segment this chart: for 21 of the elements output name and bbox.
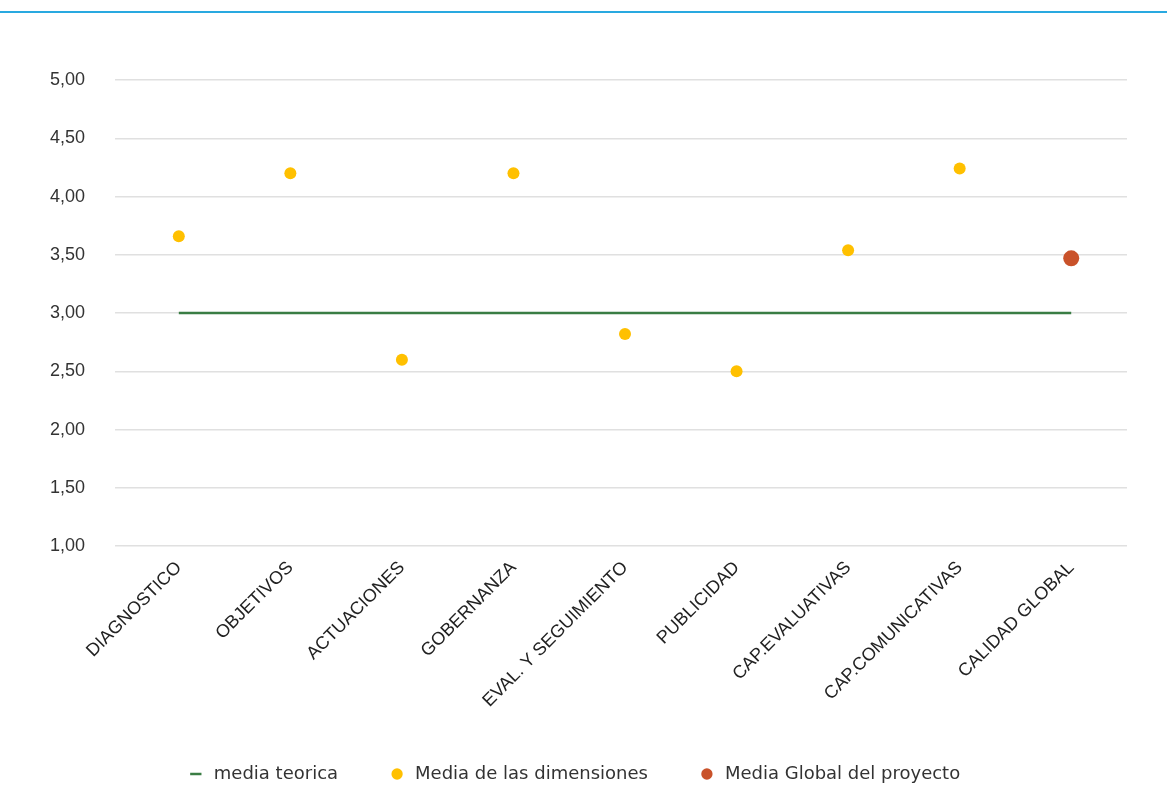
point — [953, 162, 966, 175]
point — [730, 365, 743, 378]
legend-label: Media Global del proyecto — [724, 761, 961, 783]
point — [1063, 250, 1080, 267]
y-tick-label: 5,00 — [49, 68, 86, 89]
point — [619, 328, 632, 341]
y-tick-label: 4,00 — [49, 185, 86, 206]
y-tick-label: 2,50 — [49, 360, 86, 381]
point — [284, 167, 297, 180]
y-tick-label: 3,50 — [49, 243, 86, 264]
y-tick-label: 2,00 — [49, 418, 86, 439]
legend-label: media teorica — [213, 761, 339, 783]
y-tick-label: 1,50 — [49, 476, 86, 497]
y-tick-label: 4,50 — [49, 127, 86, 148]
point — [507, 167, 520, 180]
y-tick-label: 1,00 — [49, 535, 86, 556]
point — [172, 230, 185, 243]
point — [842, 244, 855, 257]
legend-label: Media de las dimensiones — [415, 761, 648, 783]
y-tick-label: 3,00 — [49, 302, 86, 323]
point — [395, 353, 408, 366]
